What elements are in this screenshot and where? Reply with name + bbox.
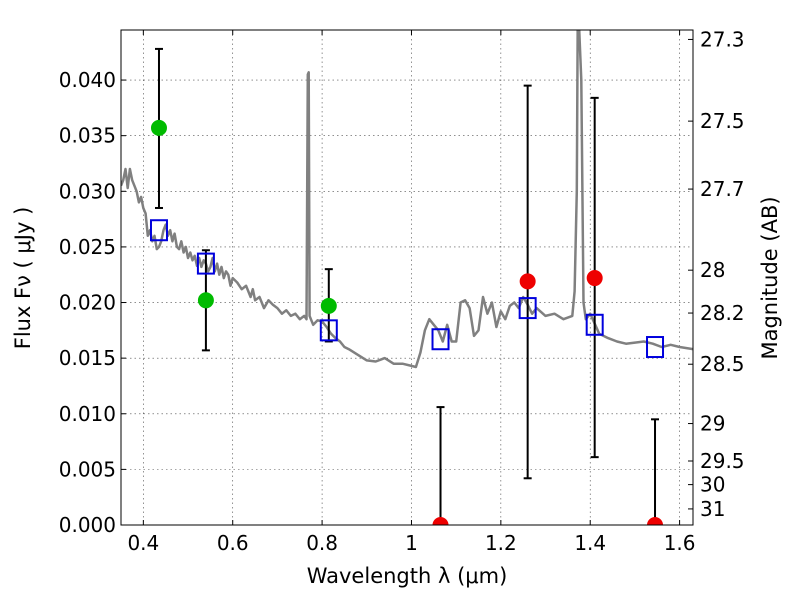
blue-square-marker xyxy=(585,313,604,336)
right-tick-label: 28.2 xyxy=(700,301,745,325)
red-point-marker xyxy=(647,517,664,525)
y-tick-label: 0.040 xyxy=(59,68,116,92)
right-tick-label: 29.5 xyxy=(700,449,745,473)
right-tick-label: 27.3 xyxy=(700,27,745,51)
blue-square-marker xyxy=(646,336,665,359)
red-point-marker xyxy=(519,273,536,290)
green-point-marker xyxy=(320,297,337,314)
y-tick-label: 0.020 xyxy=(59,291,116,315)
blue-square-marker xyxy=(319,319,338,342)
x-tick-label: 1.4 xyxy=(574,531,606,555)
x-tick-label: 1.6 xyxy=(664,531,696,555)
x-tick-label: 0.8 xyxy=(306,531,338,555)
right-tick-label: 31 xyxy=(700,497,725,521)
axes: 0.4 0.6 0.8 1 1.2 1.4 1.6 0.000 0.005 0.010 0.015 0… xyxy=(59,27,745,555)
blue-square-marker xyxy=(431,328,450,351)
green-point-marker xyxy=(150,119,167,136)
right-tick-label: 29 xyxy=(700,412,725,436)
y-tick-label: 0.000 xyxy=(59,513,116,537)
plot-frame xyxy=(120,29,694,526)
blue-square-marker xyxy=(518,297,537,320)
right-tick-label: 27.7 xyxy=(700,177,745,201)
plot-area xyxy=(121,30,693,525)
right-tick-label: 28 xyxy=(700,258,725,282)
x-axis-label: Wavelength λ (μm) xyxy=(307,564,508,588)
y-tick-label: 0.015 xyxy=(59,346,116,370)
green-point-marker xyxy=(197,292,214,309)
blue-square-marker xyxy=(149,219,168,242)
red-point-marker xyxy=(586,270,603,287)
right-axis-label: Magnitude (AB) xyxy=(758,196,782,359)
x-tick-label: 1 xyxy=(405,531,418,555)
y-tick-label: 0.035 xyxy=(59,124,116,148)
y-tick-label: 0.005 xyxy=(59,457,116,481)
right-tick-label: 27.5 xyxy=(700,109,745,133)
x-tick-label: 0.6 xyxy=(217,531,249,555)
y-axis-label: Flux Fν ( μJy ) xyxy=(11,207,35,350)
right-tick-label: 30 xyxy=(700,473,725,497)
x-tick-label: 1.2 xyxy=(485,531,517,555)
y-tick-label: 0.010 xyxy=(59,402,116,426)
x-tick-label: 0.4 xyxy=(127,531,159,555)
y-tick-label: 0.030 xyxy=(59,179,116,203)
red-point-marker xyxy=(432,517,449,525)
blue-square-marker xyxy=(196,252,215,275)
grid xyxy=(121,30,693,526)
y-tick-label: 0.025 xyxy=(59,235,116,259)
right-tick-label: 28.5 xyxy=(700,352,745,376)
